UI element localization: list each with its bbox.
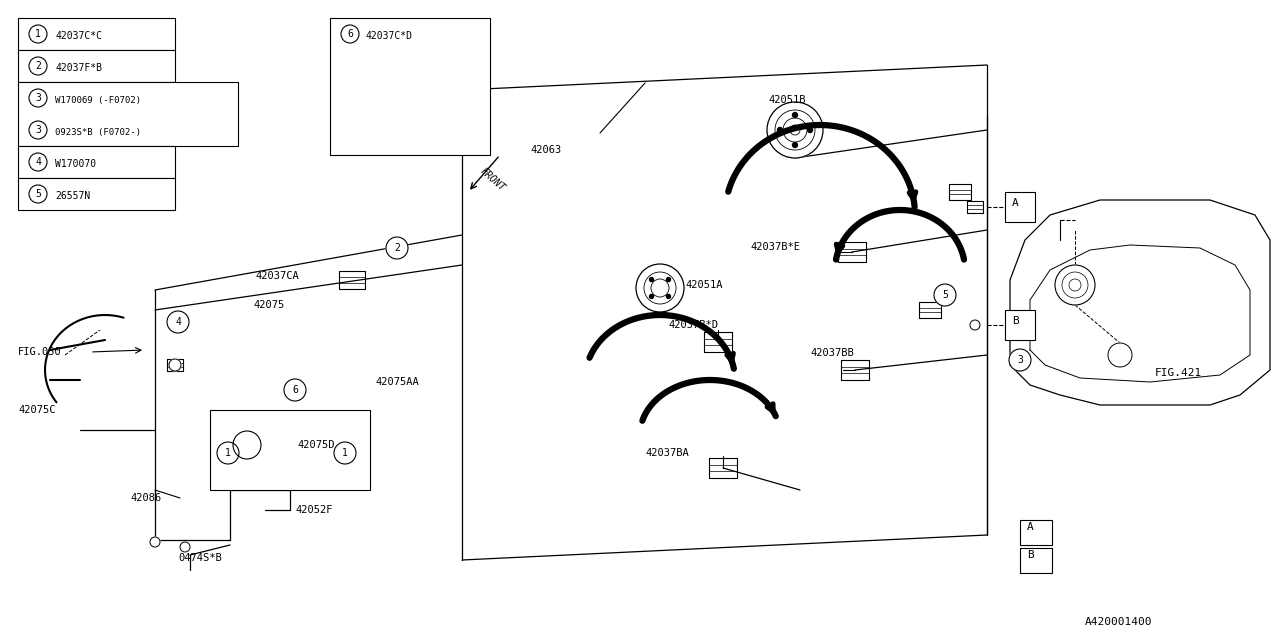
Circle shape — [667, 278, 671, 282]
Text: 26557N: 26557N — [55, 191, 91, 201]
Bar — [330, 18, 490, 155]
Circle shape — [767, 102, 823, 158]
Text: 2: 2 — [35, 61, 41, 71]
Circle shape — [667, 294, 671, 298]
Text: 4: 4 — [175, 317, 180, 327]
Text: 42037CA: 42037CA — [255, 271, 298, 281]
Text: 1: 1 — [225, 448, 230, 458]
Circle shape — [334, 442, 356, 464]
Text: 0474S*B: 0474S*B — [178, 553, 221, 563]
Circle shape — [1009, 349, 1030, 371]
Text: 42075AA: 42075AA — [375, 377, 419, 387]
Circle shape — [29, 25, 47, 43]
Text: 42051B: 42051B — [768, 95, 805, 105]
Circle shape — [29, 89, 47, 107]
Text: 42051A: 42051A — [685, 280, 722, 290]
Circle shape — [792, 113, 797, 118]
Text: 42075C: 42075C — [18, 405, 55, 415]
Circle shape — [29, 185, 47, 203]
Text: 42075: 42075 — [253, 300, 284, 310]
Text: 1: 1 — [342, 448, 348, 458]
Text: A: A — [1027, 522, 1034, 532]
Circle shape — [1108, 343, 1132, 367]
Text: 5: 5 — [942, 290, 948, 300]
Bar — [18, 18, 175, 50]
Bar — [1005, 192, 1036, 222]
Text: 42086: 42086 — [131, 493, 161, 503]
Text: 42037F*B: 42037F*B — [55, 63, 102, 73]
Text: 42037C*C: 42037C*C — [55, 31, 102, 41]
Circle shape — [777, 127, 782, 132]
Circle shape — [636, 264, 684, 312]
Text: 42037BB: 42037BB — [810, 348, 854, 358]
Text: 1: 1 — [35, 29, 41, 39]
Text: 42052F: 42052F — [294, 505, 333, 515]
Text: 42075D: 42075D — [297, 440, 334, 450]
Text: W170069 (-F0702): W170069 (-F0702) — [55, 95, 141, 104]
Text: FRONT: FRONT — [477, 166, 507, 193]
Text: 0923S*B (F0702-): 0923S*B (F0702-) — [55, 127, 141, 136]
Text: FIG.050: FIG.050 — [18, 347, 61, 357]
Text: A: A — [1012, 198, 1019, 208]
Bar — [18, 50, 175, 82]
Circle shape — [970, 320, 980, 330]
Circle shape — [29, 153, 47, 171]
Text: W170070: W170070 — [55, 159, 96, 169]
Text: A420001400: A420001400 — [1085, 617, 1152, 627]
Bar — [210, 410, 370, 490]
Text: 5: 5 — [35, 189, 41, 199]
Circle shape — [29, 57, 47, 75]
Bar — [1005, 310, 1036, 340]
Circle shape — [180, 542, 189, 552]
Circle shape — [29, 121, 47, 139]
Text: 3: 3 — [35, 125, 41, 135]
Text: FIG.421: FIG.421 — [1155, 368, 1202, 378]
Text: B: B — [1027, 550, 1034, 560]
Bar — [1020, 548, 1052, 573]
Text: 42063: 42063 — [530, 145, 561, 155]
Text: 4: 4 — [35, 157, 41, 167]
Text: B: B — [1012, 316, 1019, 326]
Text: 2: 2 — [394, 243, 399, 253]
Circle shape — [169, 359, 180, 371]
Bar — [18, 82, 238, 146]
Circle shape — [284, 379, 306, 401]
Circle shape — [1055, 265, 1094, 305]
Text: 42037BA: 42037BA — [645, 448, 689, 458]
Circle shape — [218, 442, 239, 464]
Circle shape — [150, 537, 160, 547]
Bar — [18, 146, 175, 178]
Circle shape — [233, 431, 261, 459]
Text: 42037B*D: 42037B*D — [668, 320, 718, 330]
Circle shape — [934, 284, 956, 306]
Circle shape — [649, 294, 654, 298]
Text: 42037B*E: 42037B*E — [750, 242, 800, 252]
Bar — [1020, 520, 1052, 545]
Text: 42037C*D: 42037C*D — [365, 31, 412, 41]
Circle shape — [166, 311, 189, 333]
Circle shape — [387, 237, 408, 259]
Bar — [18, 178, 175, 210]
Circle shape — [808, 127, 813, 132]
Text: 6: 6 — [292, 385, 298, 395]
Text: 3: 3 — [1018, 355, 1023, 365]
Circle shape — [792, 143, 797, 147]
Text: 6: 6 — [347, 29, 353, 39]
Text: 3: 3 — [35, 93, 41, 103]
Circle shape — [649, 278, 654, 282]
Circle shape — [340, 25, 358, 43]
